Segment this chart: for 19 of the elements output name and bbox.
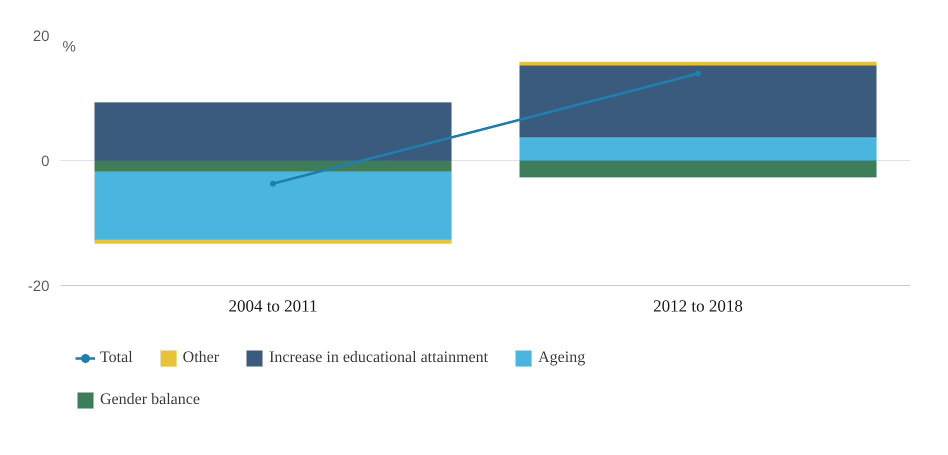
bar <box>520 62 876 66</box>
bar <box>94 160 452 172</box>
x-tick-label: 2004 to 2011 <box>228 296 318 316</box>
y-tick-label: -20 <box>28 278 50 295</box>
bar <box>520 160 876 178</box>
legend-label: Total <box>100 349 133 367</box>
x-tick-label: 2012 to 2018 <box>653 296 743 316</box>
legend-label: Increase in educational attainment <box>269 349 488 367</box>
y-tick-label: 20 <box>32 28 50 45</box>
bar <box>520 137 876 160</box>
legend-label: Gender balance <box>100 391 200 409</box>
bar <box>520 66 876 138</box>
bar <box>94 172 452 240</box>
bar <box>94 102 452 160</box>
y-tick-label: 0 <box>41 153 50 170</box>
legend-label: Other <box>182 349 220 367</box>
bar <box>94 240 452 244</box>
y-axis-title: % <box>62 38 76 56</box>
legend-label: Ageing <box>538 349 586 367</box>
